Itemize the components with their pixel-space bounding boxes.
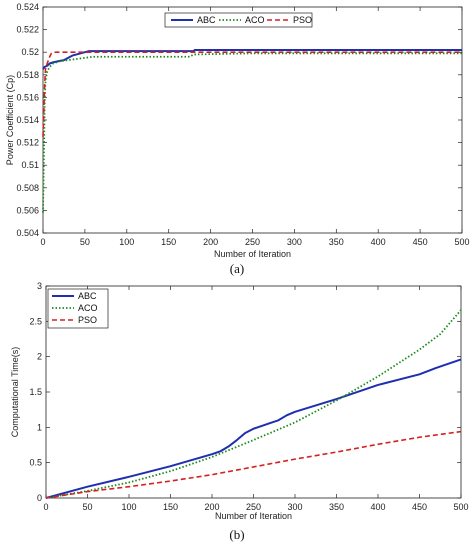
x-tick-label: 150 xyxy=(161,237,176,247)
y-tick-label: 0.524 xyxy=(16,2,39,12)
x-axis-label: Number of Iteration xyxy=(215,511,292,521)
y-tick-label: 1.5 xyxy=(29,387,42,397)
chart-2: 0 50 100 150 200 250 300 350 400 450 500 0 0.5 1 1.5 2 2… xyxy=(10,281,469,542)
y-tick-label: 0.512 xyxy=(16,138,39,148)
legend: ABC ACO PSO xyxy=(164,12,313,28)
y-tick-label: 3 xyxy=(37,281,42,291)
x-tick-label: 400 xyxy=(371,237,386,247)
x-tick-label: 100 xyxy=(119,237,134,247)
plot-area xyxy=(45,285,462,499)
y-tick-label: 0.518 xyxy=(16,70,39,80)
y-tick-label: 2 xyxy=(37,352,42,362)
series-line-aco xyxy=(45,309,462,499)
x-tick-label: 450 xyxy=(413,237,428,247)
figure-caption: (a) xyxy=(230,261,244,276)
x-tick-label: 0 xyxy=(43,502,48,512)
y-tick-label: 0.52 xyxy=(21,47,39,57)
x-tick-label: 50 xyxy=(82,502,92,512)
legend-label-abc: ABC xyxy=(78,291,97,301)
y-tick-label: 0.522 xyxy=(16,25,39,35)
y-tick-label: 0.508 xyxy=(16,183,39,193)
y-tick-label: 0.51 xyxy=(21,160,39,170)
plot-area xyxy=(42,6,463,234)
x-tick-label: 350 xyxy=(329,237,344,247)
legend: ABC ACO PSO xyxy=(47,288,109,329)
chart-1: 0 50 100 150 200 250 300 350 400 450 500 0.504 0.506… xyxy=(5,2,470,276)
legend-box xyxy=(164,12,313,28)
x-tick-label: 400 xyxy=(370,502,385,512)
x-tick-label: 100 xyxy=(121,502,136,512)
x-tick-label: 150 xyxy=(163,502,178,512)
x-tick-label: 300 xyxy=(287,237,302,247)
legend-label-pso: PSO xyxy=(293,15,312,25)
x-tick-label: 350 xyxy=(329,502,344,512)
x-tick-label: 500 xyxy=(454,237,469,247)
legend-label-aco: ACO xyxy=(78,303,98,313)
x-tick-label: 250 xyxy=(246,502,261,512)
y-tick-label: 0.5 xyxy=(29,458,42,468)
x-tick-label: 200 xyxy=(203,237,218,247)
legend-label-aco: ACO xyxy=(245,15,265,25)
y-tick-label: 0.506 xyxy=(16,205,39,215)
series-line-pso xyxy=(42,51,462,137)
x-tick-label: 250 xyxy=(245,237,260,247)
y-axis-label: Power Coefficient (Cp) xyxy=(5,75,15,165)
series-line-pso xyxy=(45,430,462,499)
figure-caption: (b) xyxy=(229,527,244,542)
y-tick-label: 0.514 xyxy=(16,115,39,125)
x-axis-label: Number of Iteration xyxy=(214,249,291,259)
legend-label-abc: ABC xyxy=(197,15,216,25)
x-tick-label: 500 xyxy=(453,502,468,512)
legend-label-pso: PSO xyxy=(78,315,97,325)
x-tick-label: 450 xyxy=(412,502,427,512)
x-tick-label: 50 xyxy=(80,237,90,247)
y-axis-label: Computational Time(s) xyxy=(10,347,20,438)
x-tick-label: 300 xyxy=(287,502,302,512)
y-tick-label: 2.5 xyxy=(29,316,42,326)
y-tick-label: 0.504 xyxy=(16,228,39,238)
y-tick-label: 0.516 xyxy=(16,92,39,102)
x-tick-label: 0 xyxy=(40,237,45,247)
y-tick-label: 0 xyxy=(37,493,42,503)
series-line-abc xyxy=(45,358,462,499)
y-tick-label: 1 xyxy=(37,422,42,432)
x-tick-label: 200 xyxy=(204,502,219,512)
